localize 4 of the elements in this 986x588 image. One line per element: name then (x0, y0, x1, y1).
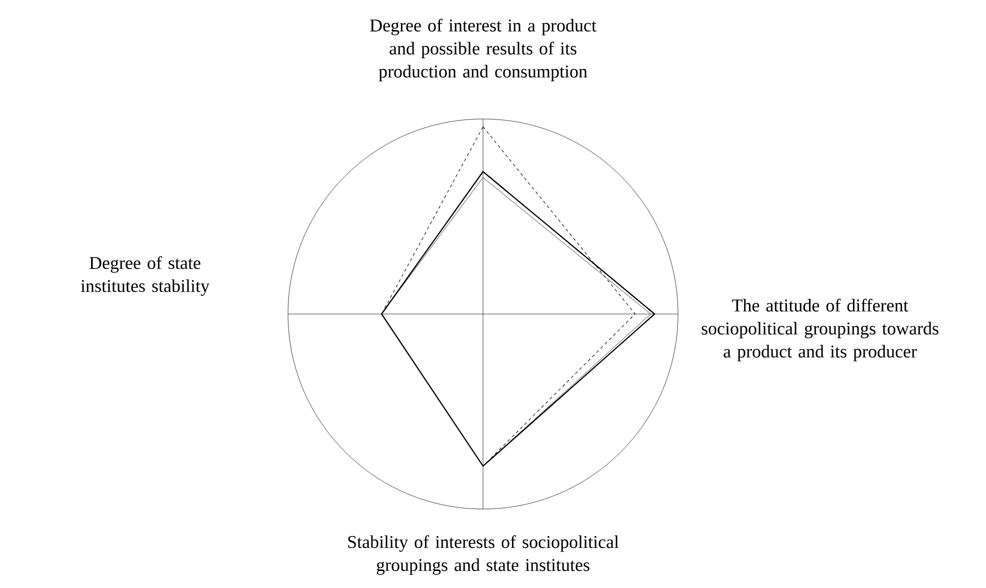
spoke-label: The attitude of different sociopolitical groupings towards a product and its producer (702, 298, 938, 362)
spoke-label: Degree of interest in a product and possible results of its production and consumption (370, 18, 596, 82)
spoke-label: Degree of state institutes stability (80, 256, 210, 296)
spoke-label: Stability of interests of sociopolitical groupings and state institutes (348, 535, 619, 575)
